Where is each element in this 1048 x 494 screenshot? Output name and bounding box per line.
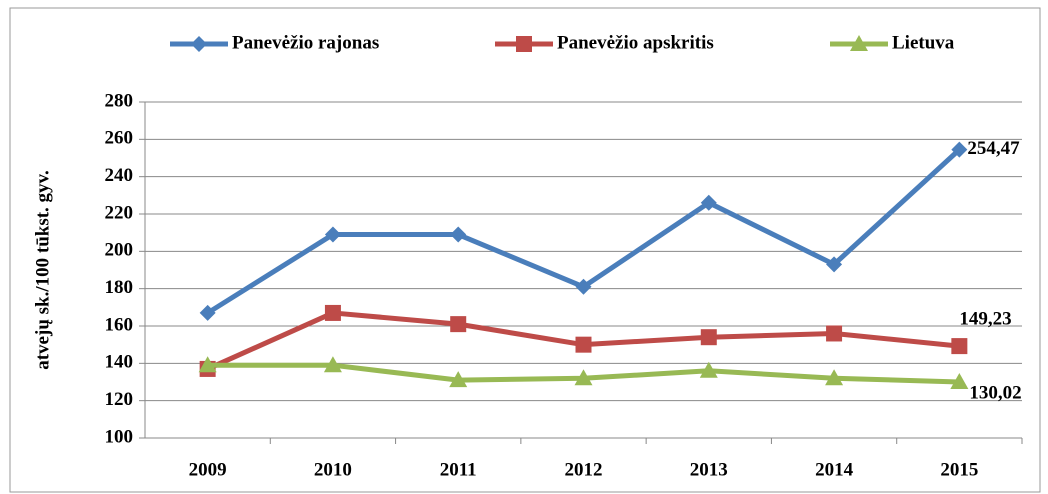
legend-label: Panevėžio rajonas bbox=[232, 32, 379, 53]
point-marker bbox=[826, 325, 843, 342]
point-marker bbox=[323, 356, 342, 373]
x-tick-label: 2012 bbox=[565, 459, 603, 480]
data-label: 254,47 bbox=[967, 138, 1020, 159]
point-marker bbox=[450, 226, 467, 243]
y-tick-label: 140 bbox=[105, 352, 134, 373]
point-marker bbox=[324, 226, 341, 243]
point-marker bbox=[826, 256, 843, 273]
y-axis-label: atvejų sk./100 tūkst. gyv. bbox=[32, 170, 53, 370]
y-tick-label: 100 bbox=[105, 426, 134, 447]
legend-label: Lietuva bbox=[892, 32, 955, 53]
point-marker bbox=[575, 278, 592, 295]
point-marker bbox=[699, 361, 718, 378]
point-marker bbox=[825, 369, 844, 386]
y-tick-label: 260 bbox=[105, 128, 134, 149]
x-tick-label: 2011 bbox=[440, 459, 477, 480]
legend-label: Panevėžio apskritis bbox=[557, 32, 714, 53]
y-tick-label: 220 bbox=[105, 202, 134, 223]
chart-frame bbox=[9, 7, 1041, 493]
y-tick-label: 240 bbox=[105, 165, 134, 186]
point-marker bbox=[700, 329, 717, 346]
data-label: 130,02 bbox=[969, 382, 1021, 403]
point-marker bbox=[449, 371, 468, 388]
legend-marker bbox=[850, 35, 868, 51]
y-tick-label: 180 bbox=[105, 277, 134, 298]
x-tick-label: 2015 bbox=[940, 459, 978, 480]
point-marker bbox=[575, 336, 592, 353]
x-tick-label: 2010 bbox=[314, 459, 352, 480]
point-marker bbox=[950, 372, 969, 389]
y-tick-label: 160 bbox=[105, 314, 134, 335]
point-marker bbox=[198, 356, 217, 373]
x-tick-label: 2009 bbox=[189, 459, 227, 480]
point-marker bbox=[324, 304, 341, 321]
x-tick-label: 2013 bbox=[690, 459, 728, 480]
point-marker bbox=[951, 141, 968, 158]
x-tick-label: 2014 bbox=[815, 459, 854, 480]
point-marker bbox=[450, 316, 467, 333]
point-marker bbox=[199, 304, 216, 321]
point-marker bbox=[574, 369, 593, 386]
legend-marker bbox=[191, 36, 207, 52]
y-tick-label: 280 bbox=[105, 90, 134, 111]
point-marker bbox=[700, 194, 717, 211]
point-marker bbox=[951, 338, 968, 355]
data-label: 149,23 bbox=[959, 308, 1011, 329]
legend-marker bbox=[516, 36, 532, 52]
y-tick-label: 200 bbox=[105, 240, 134, 261]
y-tick-label: 120 bbox=[105, 389, 134, 410]
